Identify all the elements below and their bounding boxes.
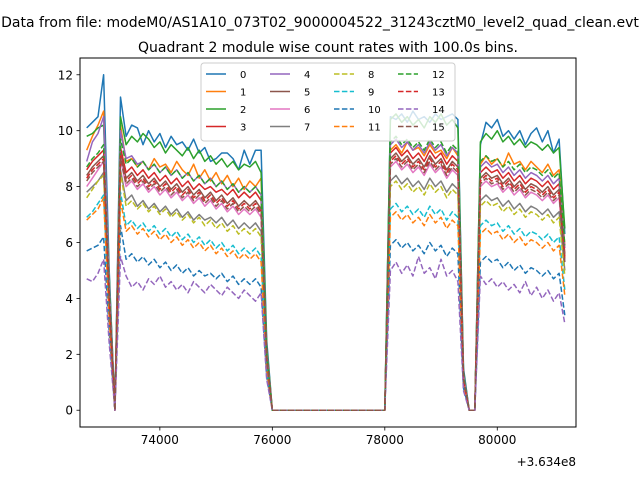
y-tick-label: 12	[58, 68, 73, 82]
y-tick-label: 4	[65, 292, 73, 306]
series-layer	[85, 74, 566, 411]
x-tick-label: 78000	[366, 433, 404, 447]
legend-label-3: 3	[240, 123, 246, 134]
y-tick-label: 2	[65, 348, 73, 362]
series-line-8	[86, 171, 566, 411]
legend-label-8: 8	[368, 70, 374, 81]
chart-title: Quadrant 2 module wise count rates with …	[138, 40, 518, 56]
series-line-11	[86, 197, 566, 411]
legend-label-4: 4	[304, 70, 310, 81]
legend-label-11: 11	[368, 123, 381, 134]
y-tick-label: 10	[58, 124, 73, 138]
series-line-12	[86, 135, 566, 411]
x-tick-label: 80000	[478, 433, 516, 447]
legend-label-5: 5	[304, 88, 310, 99]
series-line-15	[86, 157, 566, 411]
y-tick-label: 8	[65, 180, 73, 194]
x-tick-label: 74000	[141, 433, 179, 447]
legend-label-13: 13	[432, 88, 445, 99]
legend-label-14: 14	[432, 105, 445, 116]
legend-label-9: 9	[368, 88, 374, 99]
series-line-14	[86, 255, 566, 411]
legend-label-1: 1	[240, 88, 246, 99]
legend-label-12: 12	[432, 70, 445, 81]
y-axis: 0 2 4 6 8 10 12	[58, 68, 80, 418]
x-tick-label: 76000	[253, 433, 291, 447]
x-offset-label: +3.634e8	[517, 455, 576, 469]
y-tick-label: 6	[65, 236, 73, 250]
series-line-13	[86, 155, 566, 411]
legend-label-10: 10	[368, 105, 381, 116]
legend-box	[200, 62, 456, 142]
figure-suptitle: Data from file: modeM0/AS1A10_073T02_900…	[1, 15, 639, 31]
y-tick-label: 0	[65, 404, 73, 418]
legend-label-0: 0	[240, 70, 246, 81]
legend-label-7: 7	[304, 123, 310, 134]
legend-label-15: 15	[432, 123, 445, 134]
x-axis: 74000 76000 78000 80000	[141, 427, 516, 447]
legend-label-2: 2	[240, 105, 246, 116]
legend-label-6: 6	[304, 105, 310, 116]
plot-area	[85, 74, 566, 411]
